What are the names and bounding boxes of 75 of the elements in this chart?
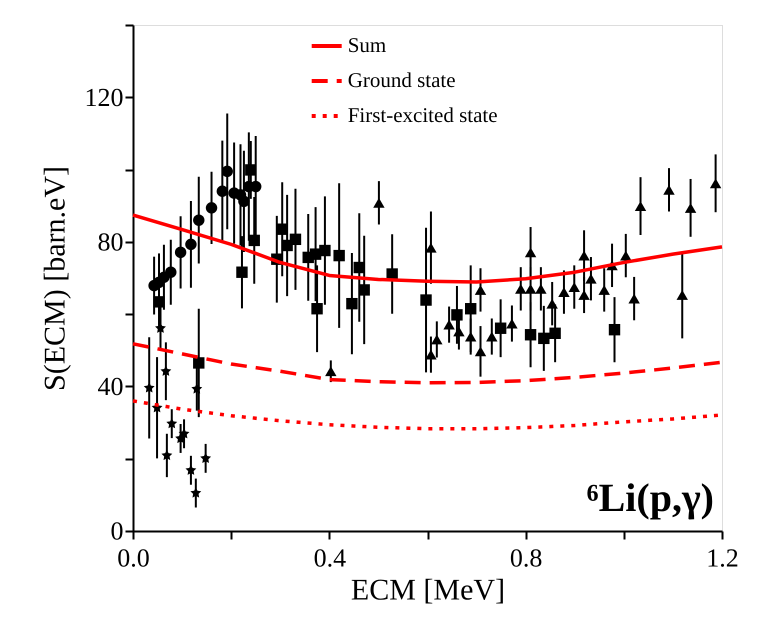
- point: [524, 247, 536, 258]
- point: [290, 234, 302, 246]
- y-tick-label: 0: [110, 516, 124, 546]
- point: [311, 303, 323, 314]
- x-axis-title: ECM [MeV]: [350, 574, 506, 606]
- point: [431, 334, 443, 344]
- point: [620, 250, 632, 261]
- point: [535, 284, 547, 294]
- x-tick-label: 0.0: [117, 544, 150, 572]
- point: [248, 234, 260, 246]
- point: [676, 290, 688, 300]
- point: [238, 196, 250, 208]
- point: [453, 326, 465, 336]
- point: [494, 322, 506, 334]
- point: [684, 202, 696, 213]
- y-tick-label: 40: [98, 372, 124, 401]
- y-tick-label: 80: [98, 227, 124, 256]
- point: [222, 166, 233, 178]
- point: [578, 250, 590, 261]
- x-tick-label: 0.4: [314, 544, 346, 572]
- point: [354, 262, 365, 274]
- point: [443, 320, 455, 330]
- point: [174, 246, 186, 258]
- y-axis-title: S(ECM) [barn.eV]: [38, 166, 72, 391]
- legend-label: First-excited state: [348, 103, 498, 127]
- point: [346, 298, 358, 310]
- point: [524, 284, 536, 294]
- point: [420, 294, 432, 306]
- point: [144, 382, 155, 392]
- y-tick-label: 120: [84, 82, 124, 112]
- point: [276, 224, 288, 235]
- point: [175, 432, 186, 444]
- point: [634, 201, 646, 212]
- point: [506, 318, 518, 328]
- point: [628, 294, 640, 304]
- point: [193, 214, 204, 226]
- point: [216, 186, 228, 197]
- point: [464, 303, 476, 314]
- point: [515, 284, 526, 294]
- point: [206, 202, 218, 214]
- point: [193, 357, 204, 369]
- point: [161, 450, 172, 460]
- point: [486, 332, 498, 342]
- point: [538, 332, 550, 344]
- x-tick-label: 0.8: [510, 544, 542, 572]
- point: [319, 244, 331, 256]
- point: [325, 366, 337, 376]
- point: [546, 298, 558, 309]
- point: [585, 274, 597, 284]
- legend-label: Ground state: [348, 68, 456, 92]
- point: [524, 329, 536, 340]
- point: [185, 464, 196, 475]
- point: [373, 198, 385, 208]
- point: [558, 287, 570, 298]
- point: [160, 366, 172, 376]
- point: [710, 178, 722, 188]
- point: [568, 282, 580, 292]
- point: [598, 284, 610, 295]
- point: [333, 250, 345, 262]
- point: [608, 324, 620, 336]
- annotation: ⁶Li(p,γ): [586, 475, 714, 520]
- point: [245, 164, 256, 176]
- point: [549, 328, 561, 339]
- point: [153, 296, 165, 308]
- point: [451, 309, 463, 321]
- legend-label: Sum: [348, 33, 386, 57]
- point: [165, 266, 176, 278]
- x-tick-label: 1.2: [706, 544, 739, 572]
- point: [578, 290, 590, 300]
- point: [200, 452, 212, 463]
- line-series: [131, 213, 724, 284]
- point: [464, 332, 476, 342]
- point: [236, 266, 248, 278]
- point: [185, 238, 197, 250]
- point: [190, 487, 202, 498]
